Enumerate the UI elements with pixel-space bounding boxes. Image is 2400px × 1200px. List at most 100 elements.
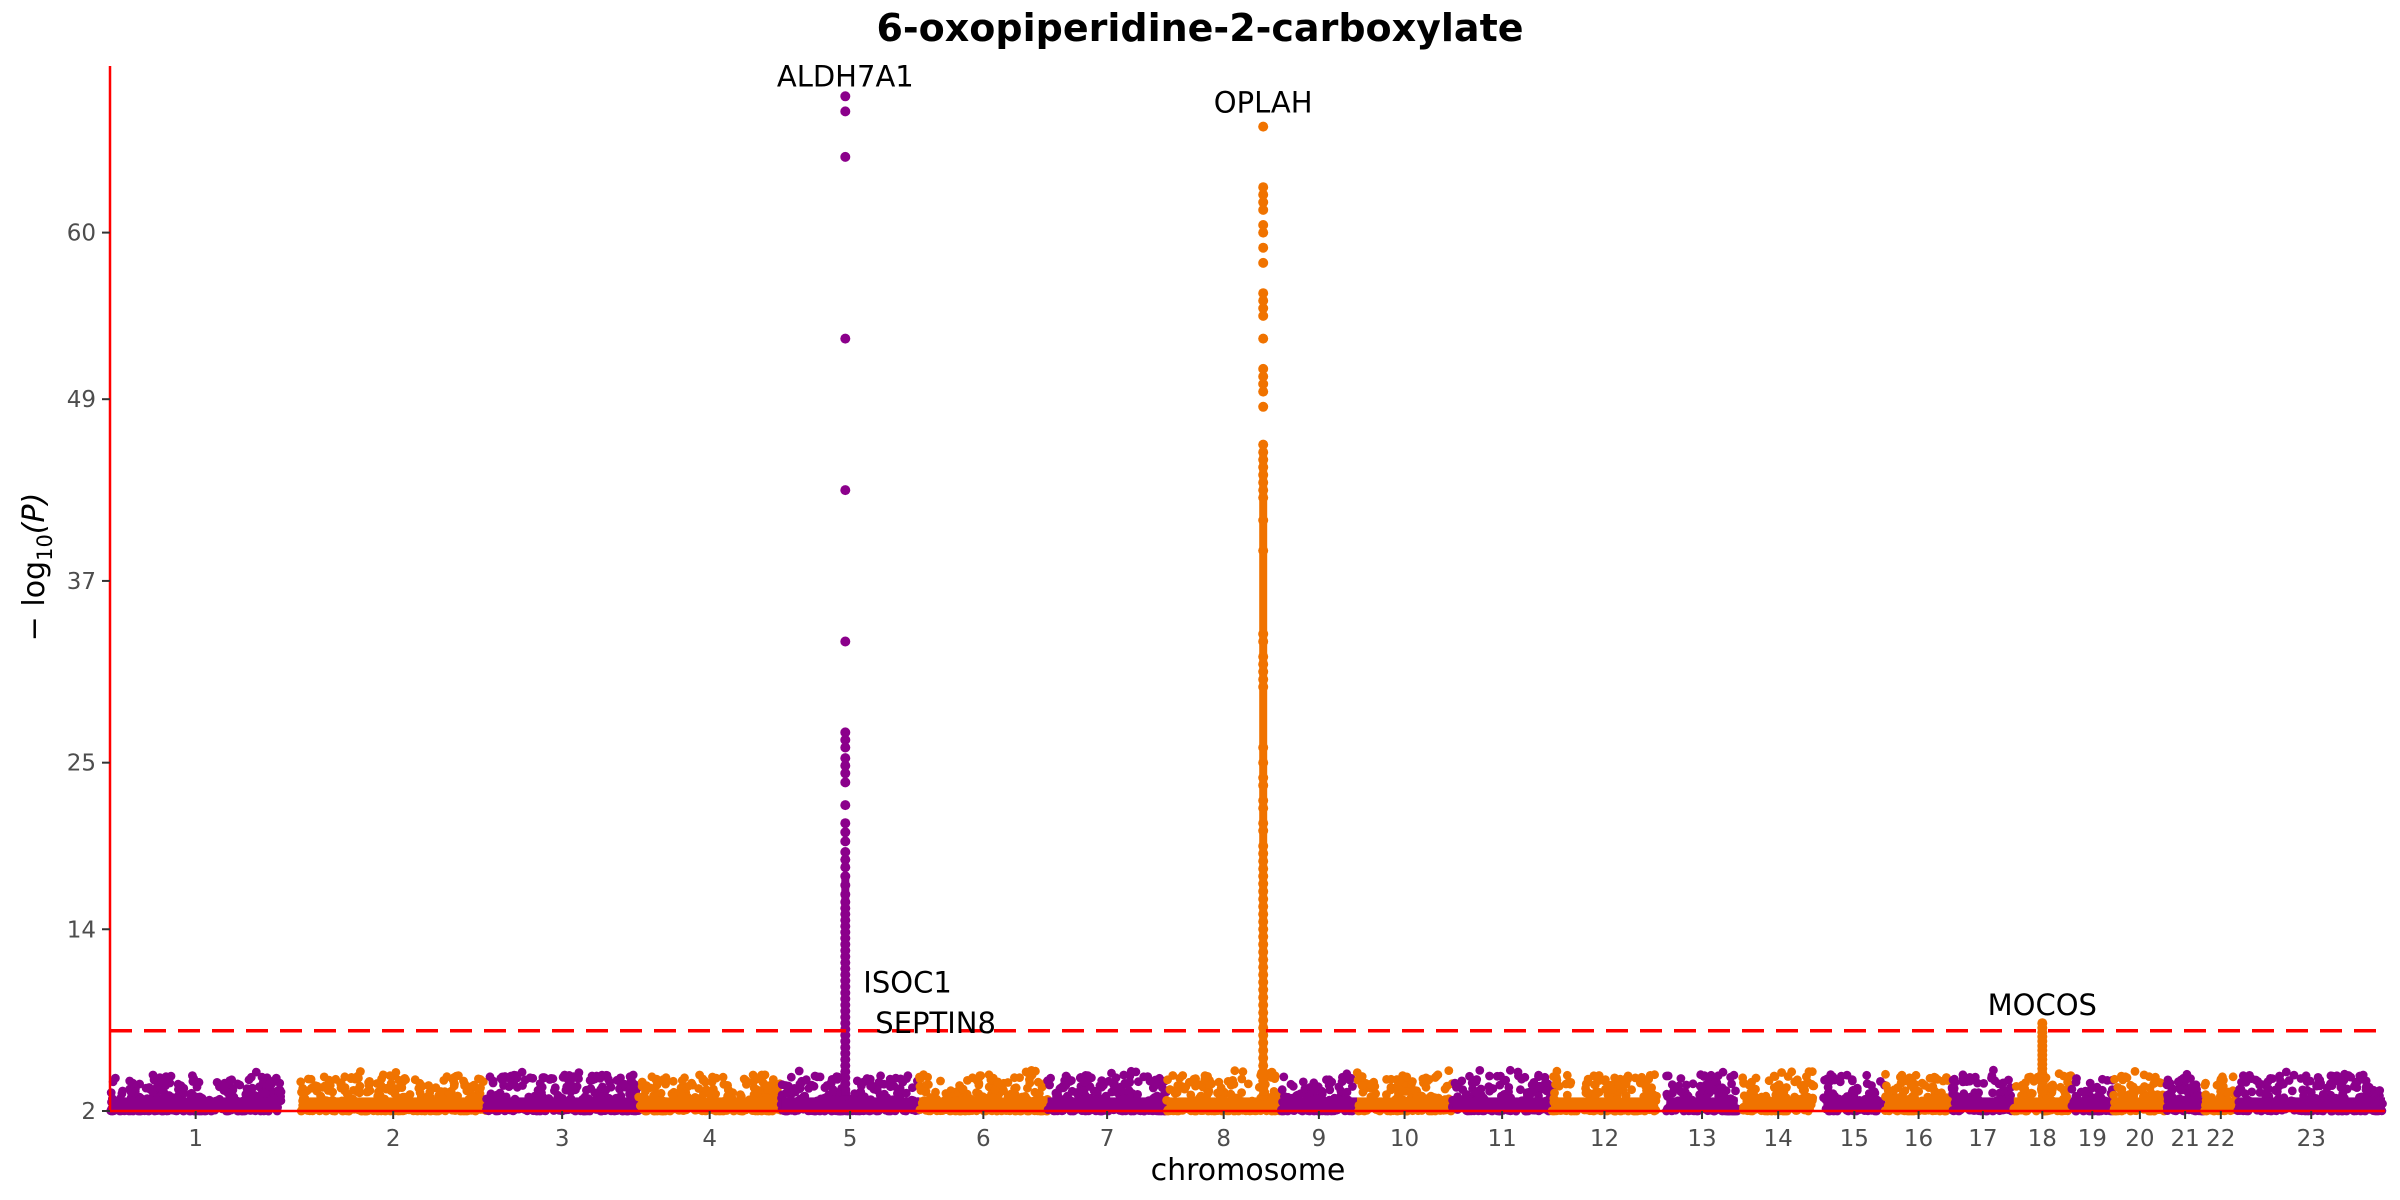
variant-density-band: [1742, 1097, 1814, 1111]
variant-point: [1073, 1089, 1082, 1099]
variant-point: [1999, 1085, 2008, 1095]
variant-point: [753, 1074, 763, 1084]
variant-point: [1987, 1071, 1997, 1081]
variant-point: [1965, 1076, 1975, 1086]
variant-point: [1119, 1070, 1129, 1080]
peak-OPLAH-points: [1258, 121, 1269, 1101]
peak-point: [1258, 310, 1269, 321]
peak-point: [1258, 220, 1269, 230]
variant-point: [365, 1077, 374, 1086]
variant-point: [157, 1075, 167, 1085]
variant-density-band: [1885, 1097, 1952, 1111]
variant-density-band: [2204, 1097, 2238, 1111]
x-tick-label-chr-15: 15: [1840, 1126, 1869, 1152]
variant-point: [1035, 1088, 1044, 1098]
peak-point: [840, 818, 851, 829]
variant-point: [1594, 1076, 1604, 1085]
peak-stem: [841, 876, 850, 1096]
variant-point: [271, 1073, 281, 1083]
variant-point: [2187, 1082, 2197, 1091]
variant-point: [2302, 1077, 2312, 1087]
variant-point: [603, 1074, 613, 1084]
peak-point: [840, 106, 851, 117]
variant-point: [680, 1073, 689, 1083]
variant-point: [363, 1087, 373, 1097]
variant-point: [2287, 1086, 2297, 1096]
variant-point: [1300, 1084, 1310, 1094]
variant-point: [1214, 1077, 1224, 1087]
variant-point: [188, 1071, 197, 1080]
variant-point: [1527, 1080, 1537, 1090]
peak-point: [1258, 204, 1269, 215]
variant-point: [1484, 1082, 1494, 1091]
variant-point: [2361, 1085, 2371, 1095]
variant-point: [642, 1083, 652, 1093]
variant-point: [126, 1087, 136, 1097]
variant-density-band: [1357, 1097, 1453, 1111]
variant-point: [781, 1081, 791, 1090]
variant-point: [1243, 1079, 1253, 1089]
variant-point: [1663, 1071, 1673, 1081]
variant-point: [1906, 1081, 1916, 1090]
variant-point: [346, 1074, 356, 1083]
variant-point: [386, 1079, 396, 1088]
peak-point: [840, 753, 851, 764]
variant-point: [1237, 1074, 1247, 1084]
variant-point: [1266, 1072, 1276, 1082]
variant-point: [1432, 1071, 1442, 1081]
variant-point: [1542, 1086, 1552, 1096]
variant-point: [876, 1071, 885, 1081]
variant-point: [718, 1072, 728, 1082]
variant-point: [760, 1070, 770, 1080]
variant-point: [1465, 1071, 1474, 1081]
variant-point: [1726, 1072, 1735, 1082]
variant-point: [1525, 1087, 1534, 1097]
variant-point: [1505, 1065, 1515, 1075]
x-tick-label-chr-13: 13: [1687, 1126, 1716, 1152]
peak-point: [840, 333, 851, 344]
variant-point: [1277, 1085, 1287, 1095]
variant-point: [1717, 1083, 1727, 1093]
variant-point: [1097, 1082, 1107, 1092]
variant-point: [2110, 1074, 2120, 1084]
variant-point: [355, 1088, 364, 1098]
variant-point: [990, 1085, 1000, 1095]
variant-point: [1083, 1071, 1093, 1080]
variant-point: [498, 1072, 507, 1082]
variant-point: [1777, 1068, 1786, 1077]
points-layer: [106, 91, 2387, 1116]
variant-point: [1889, 1085, 1899, 1095]
peak-point: [1258, 401, 1269, 412]
y-axis-title-prefix: − log: [17, 561, 52, 641]
variant-point: [1237, 1088, 1246, 1097]
variant-point: [922, 1080, 931, 1090]
chromosome-16-points: [1880, 1069, 1955, 1116]
variant-density-band: [1823, 1097, 1886, 1111]
peak-point: [1258, 189, 1269, 200]
variant-point: [2223, 1088, 2233, 1098]
x-tick-label-chr-9: 9: [1312, 1126, 1327, 1152]
variant-point: [916, 1086, 926, 1095]
variant-point: [312, 1081, 322, 1091]
variant-density-band: [919, 1097, 1048, 1111]
variant-point: [1398, 1086, 1408, 1096]
chromosome-14-points: [1738, 1067, 1819, 1116]
variant-point: [372, 1079, 382, 1088]
variant-point: [753, 1087, 763, 1097]
variant-point: [2247, 1087, 2257, 1097]
variant-point: [1033, 1077, 1043, 1087]
gene-label-aldh7a1: ALDH7A1: [777, 59, 914, 93]
variant-point: [1770, 1072, 1780, 1081]
variant-point: [1298, 1077, 1308, 1087]
variant-point: [885, 1074, 895, 1084]
variant-point: [2289, 1070, 2299, 1080]
variant-point: [801, 1075, 811, 1085]
gene-label-oplah: OPLAH: [1214, 86, 1313, 120]
variant-point: [2327, 1081, 2337, 1090]
variant-point: [1345, 1075, 1354, 1085]
x-tick-label-chr-4: 4: [702, 1126, 717, 1152]
variant-point: [2059, 1085, 2069, 1095]
x-tick-label-chr-11: 11: [1487, 1126, 1516, 1152]
variant-point: [1358, 1087, 1368, 1097]
peak-point: [840, 847, 851, 857]
